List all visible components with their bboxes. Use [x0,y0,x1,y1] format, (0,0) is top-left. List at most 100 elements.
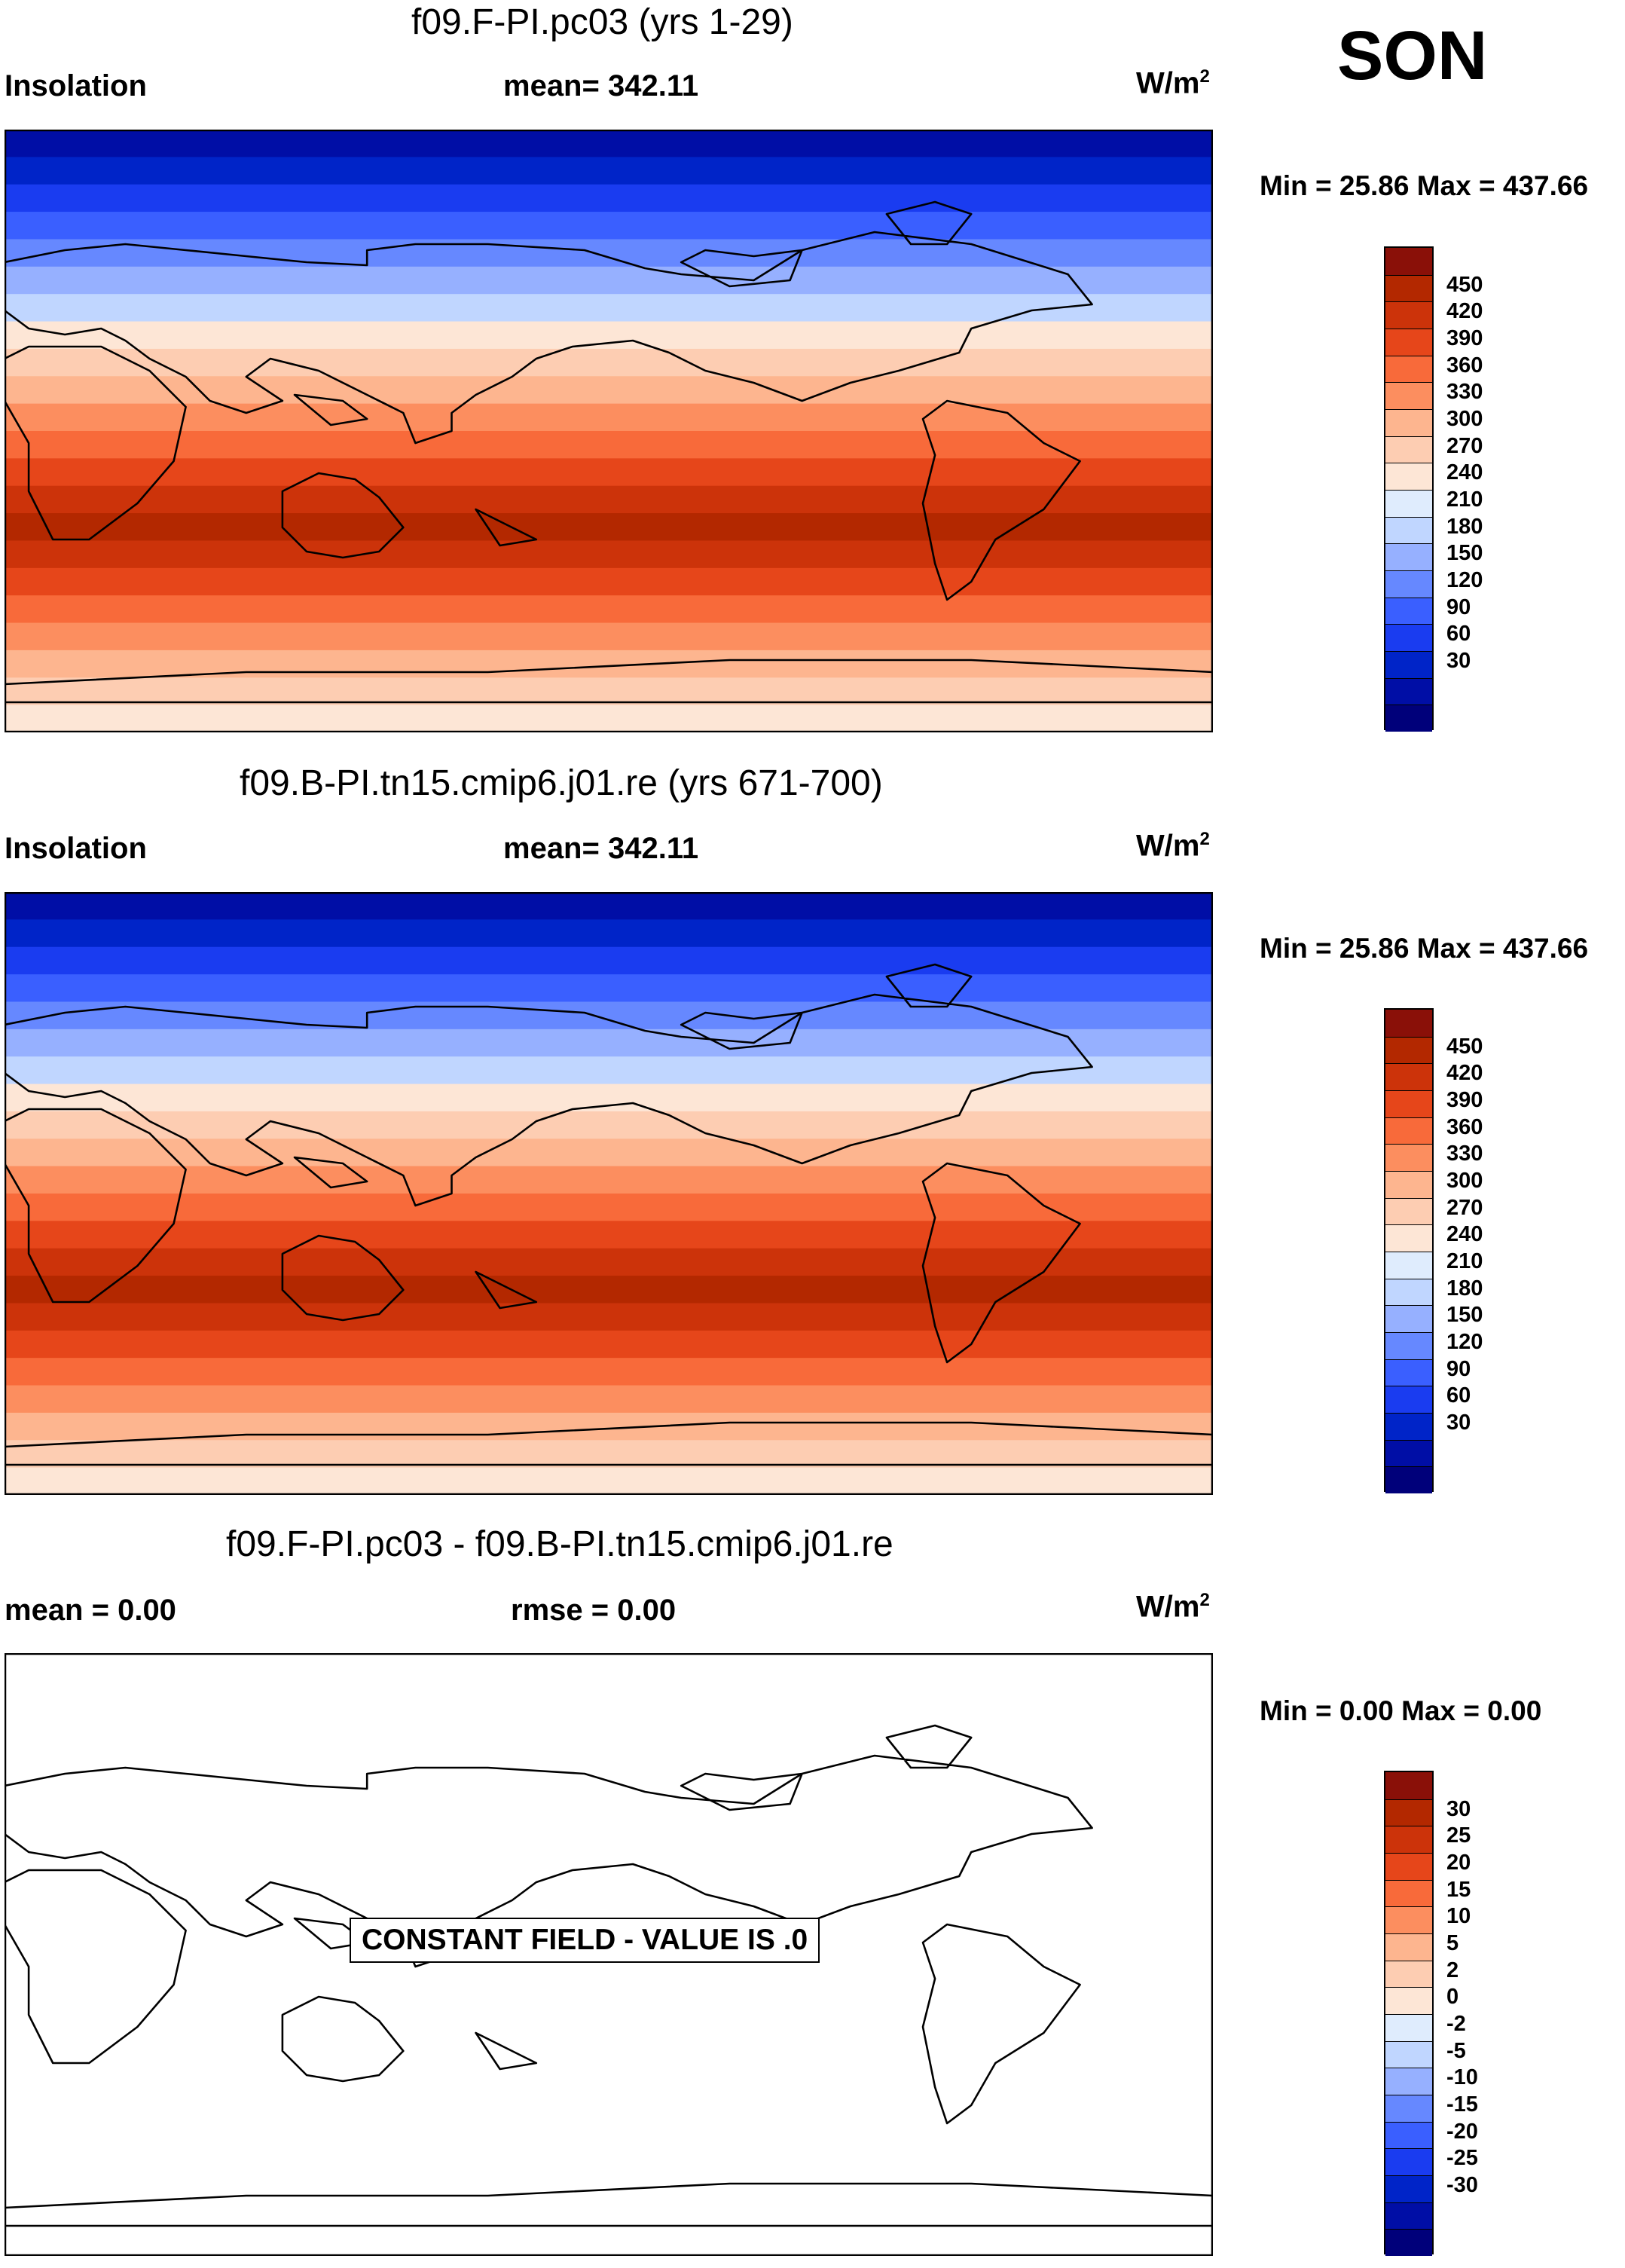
colorbar-cell [1385,1171,1432,1199]
colorbar-cell [1385,1144,1432,1172]
panel2-colorbar [1384,1008,1434,1494]
map-band [5,1330,1213,1359]
map-border [5,1653,1213,2256]
colorbar-cell [1385,2121,1432,2149]
colorbar-cell [1385,651,1432,679]
colorbar-tick-label: 150 [1446,541,1483,566]
colorbar-tick-label: 330 [1446,380,1483,405]
colorbar-cell [1385,624,1432,652]
map-band [5,892,1213,920]
colorbar-tick-label: 30 [1446,1796,1471,1821]
colorbar-cell [1385,1799,1432,1826]
map-band [5,1029,1213,1057]
colorbar-tick-label: 90 [1446,595,1471,619]
colorbar-tick-label: 330 [1446,1142,1483,1166]
colorbar-cell [1385,1772,1432,1800]
colorbar-tick-label: 150 [1446,1303,1483,1328]
panel1-min-max: Min = 25.86 Max = 437.66 [1260,170,1589,201]
colorbar-cell [1385,355,1432,383]
map-band [5,212,1213,240]
panel2-units: W/m2 [1136,829,1210,863]
colorbar-tick-label: 30 [1446,1411,1471,1435]
colorbar-cell [1385,463,1432,491]
colorbar-tick-label: -5 [1446,2038,1466,2063]
colorbar-tick-label: 360 [1446,353,1483,377]
map-band [5,946,1213,975]
map-band [5,1440,1213,1469]
colorbar-tick-label: 420 [1446,1061,1483,1086]
colorbar-cell [1385,1413,1432,1441]
map-band [5,321,1213,350]
colorbar-tick-label: 210 [1446,1249,1483,1274]
panel2-map [5,892,1213,1495]
colorbar-cell [1385,2175,1432,2203]
colorbar-cell [1385,329,1432,356]
colorbar-tick-label: 180 [1446,514,1483,539]
map-band [5,266,1213,295]
colorbar-tick-label: -30 [1446,2173,1478,2198]
map-band [5,431,1213,459]
colorbar-cell [1385,2014,1432,2042]
panel3-colorbar-labels: 30 25 20 15 10 5 2 0 -2 -5 -10 -15 -20 -25 -30 [1446,1771,1567,2254]
colorbar-tick-label: 180 [1446,1276,1483,1301]
colorbar-tick-label: -20 [1446,2119,1478,2144]
panel2-min-max: Min = 25.86 Max = 437.66 [1260,933,1589,964]
panel3-title: f09.F-PI.pc03 - f09.B-PI.tn15.cmip6.j01.… [226,1524,893,1564]
colorbar-tick-label: 120 [1446,568,1483,593]
map-band [5,1248,1213,1276]
coastline [5,200,1213,704]
panel2-mean: mean= 342.11 [503,832,699,865]
map-border [5,892,1213,1495]
colorbar-cell [1385,1906,1432,1934]
colorbar-cell [1385,1826,1432,1854]
panel2-variable: Insolation [5,832,147,865]
map-band [5,705,1213,732]
colorbar-cell [1385,1879,1432,1907]
panel3-units: W/m2 [1136,1590,1210,1624]
map-band [5,458,1213,487]
colorbar-cell [1385,1960,1432,1988]
map-band [5,677,1213,706]
colorbar-tick-label: 60 [1446,1383,1471,1408]
colorbar-tick-label: 30 [1446,649,1471,674]
colorbar-tick-label: 60 [1446,622,1471,646]
colorbar-cell [1385,570,1432,598]
colorbar-cell [1385,597,1432,625]
colorbar-cell [1385,516,1432,544]
colorbar-cell [1385,1036,1432,1064]
colorbar-cell [1385,1063,1432,1091]
colorbar-cell [1385,2068,1432,2095]
map-band [5,1358,1213,1386]
map-band [5,650,1213,678]
map-band [5,1139,1213,1167]
map-band [5,1467,1213,1495]
colorbar-cell [1385,1439,1432,1467]
colorbar-cell [1385,490,1432,518]
colorbar-cell [1385,382,1432,410]
map-band [5,1084,1213,1112]
map-band [5,1221,1213,1249]
panel1-units: W/m2 [1136,66,1210,100]
panel3-min-max: Min = 0.00 Max = 0.00 [1260,1695,1542,1726]
panel3-mean: mean = 0.00 [5,1594,176,1627]
colorbar-tick-label: 240 [1446,460,1483,485]
colorbar-cell [1385,677,1432,705]
colorbar-tick-label: 90 [1446,1356,1471,1381]
panel1-title: f09.F-PI.pc03 (yrs 1-29) [411,2,793,42]
colorbar-cell [1385,1933,1432,1961]
panel1-mean: mean= 342.11 [503,69,699,102]
colorbar-cell [1385,705,1432,732]
map-band [5,1412,1213,1441]
map-band [5,1111,1213,1139]
colorbar-cell [1385,1197,1432,1225]
constant-field-label: CONSTANT FIELD - VALUE IS .0 [350,1918,820,1963]
map-band [5,376,1213,405]
map-band [5,595,1213,624]
colorbar-cell [1385,1305,1432,1333]
colorbar-tick-label: 300 [1446,1169,1483,1194]
colorbar-cell [1385,301,1432,329]
map-band [5,1385,1213,1414]
colorbar-tick-label: 10 [1446,1904,1471,1929]
colorbar-tick-label: 5 [1446,1931,1459,1956]
colorbar-cell [1385,1252,1432,1279]
